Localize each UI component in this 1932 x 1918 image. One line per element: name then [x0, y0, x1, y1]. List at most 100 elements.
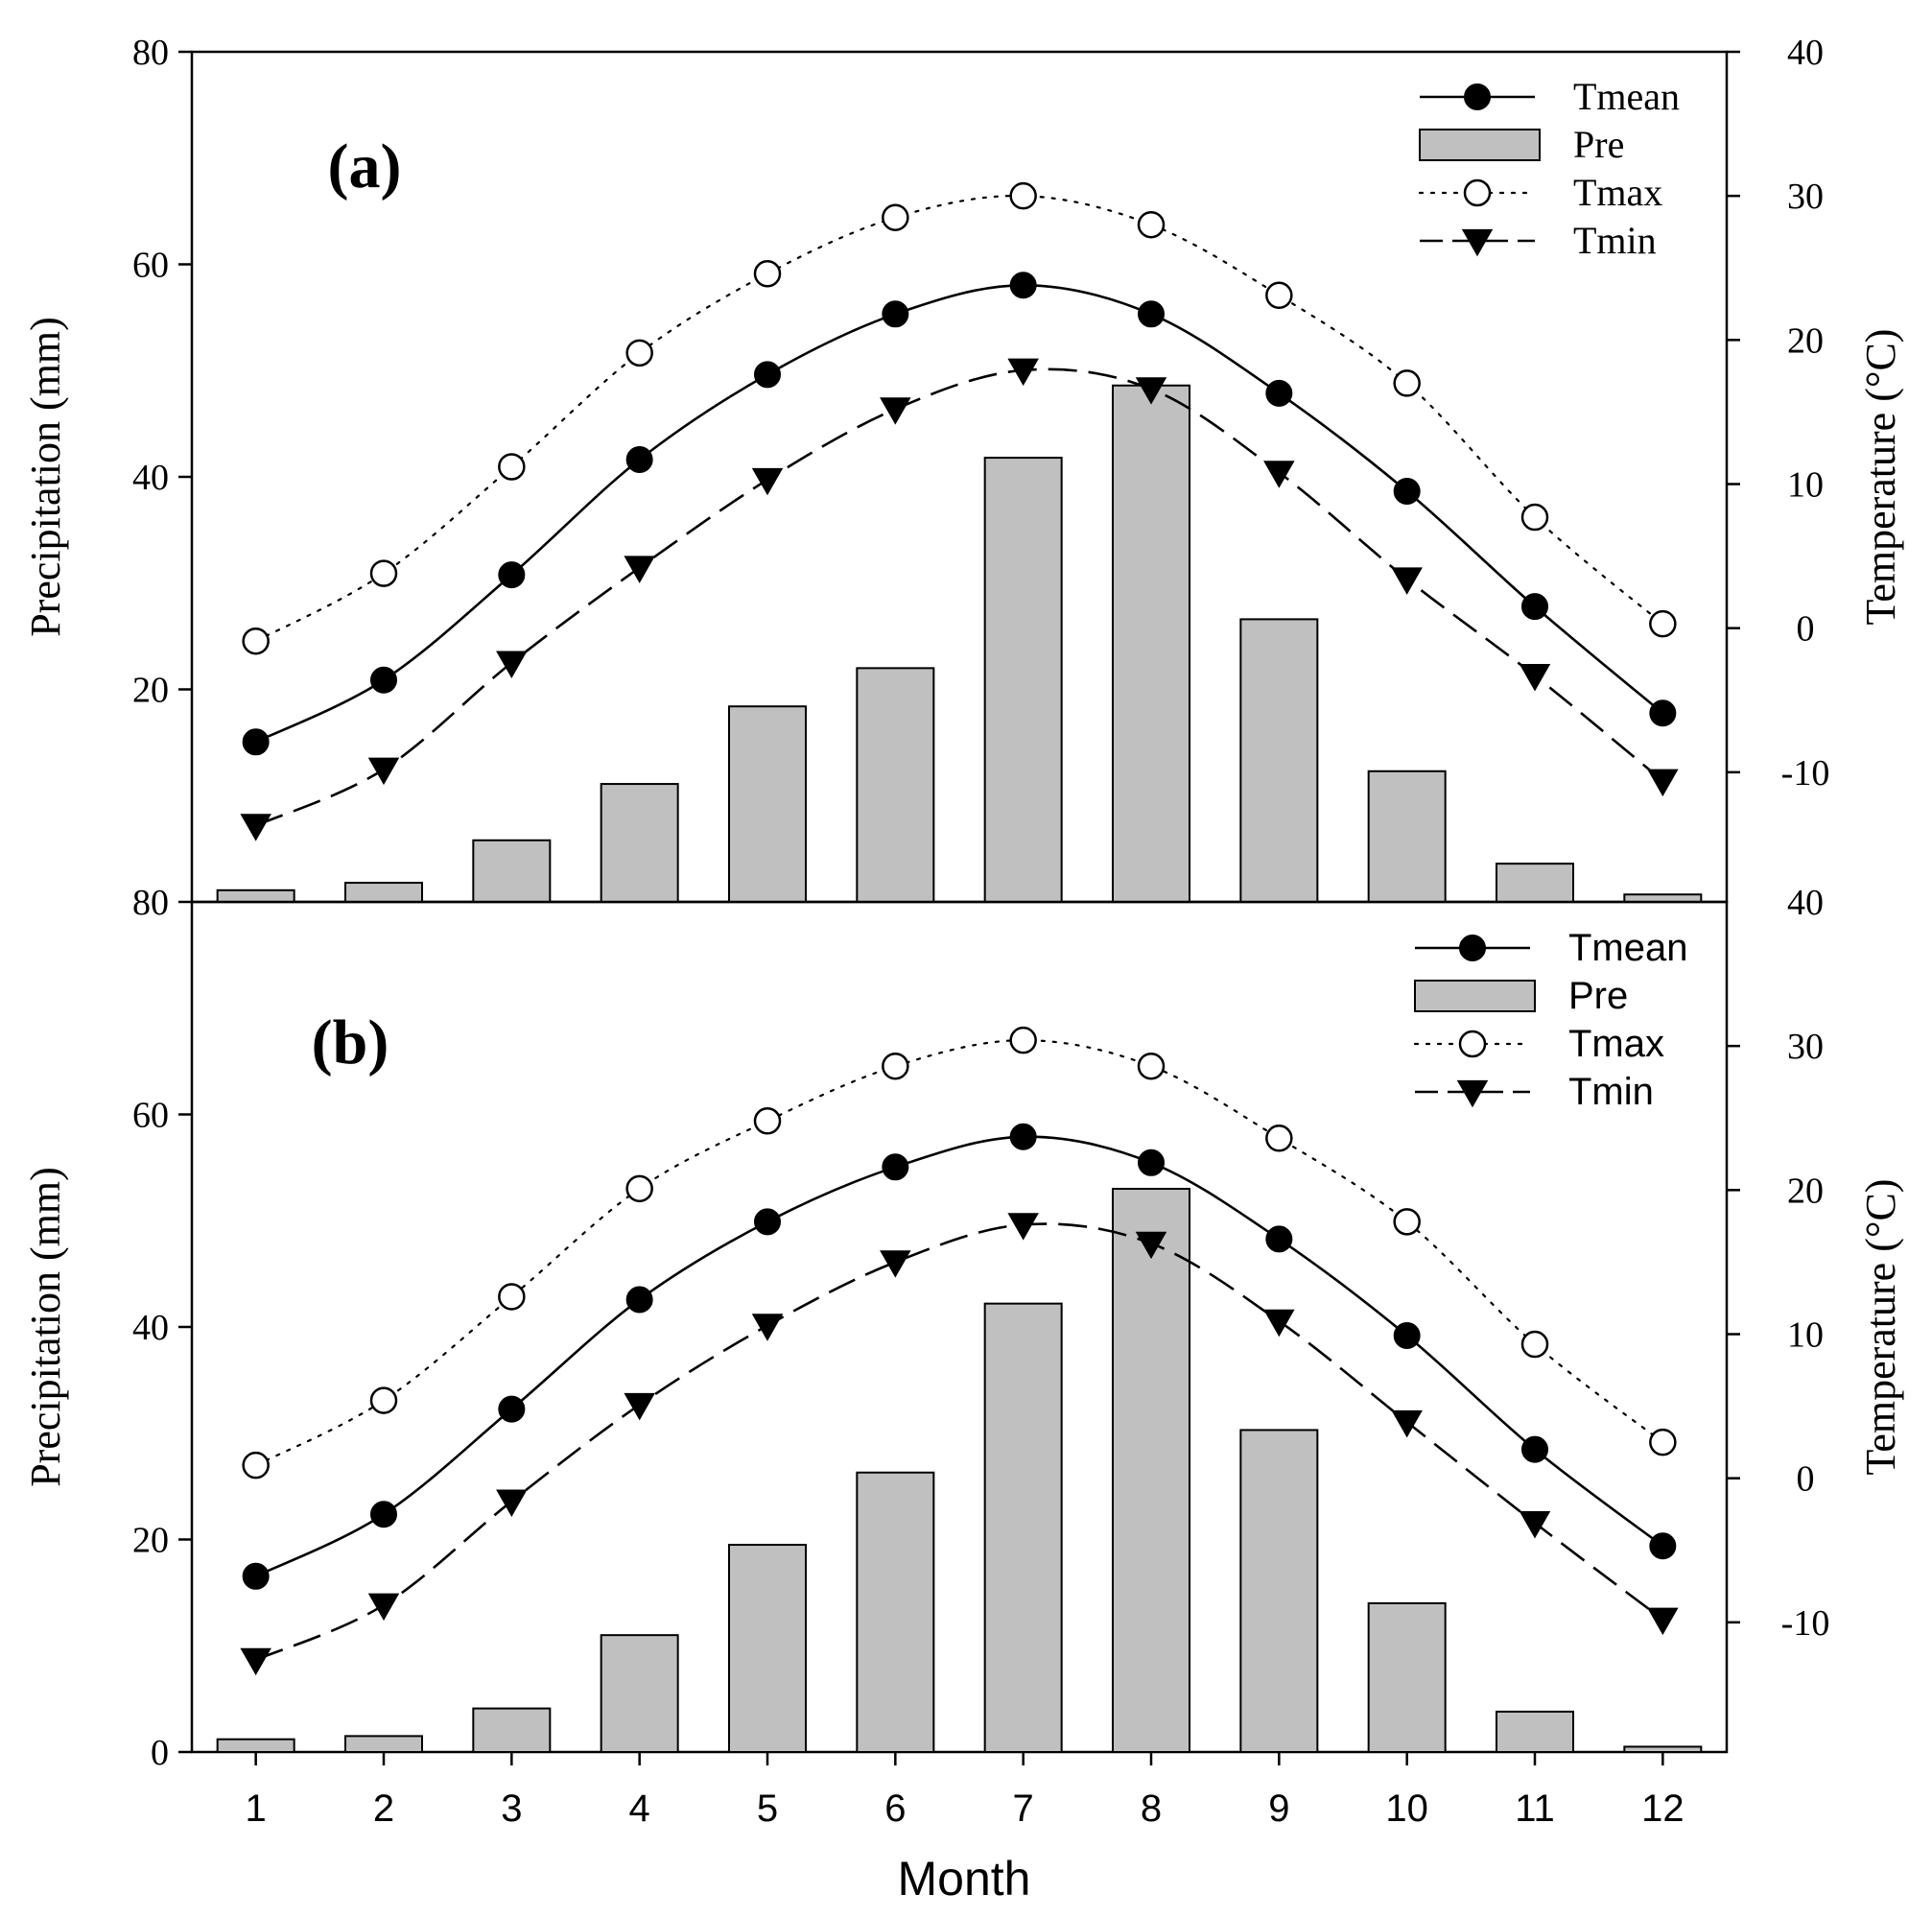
marker-tmax — [498, 1283, 526, 1311]
marker-tmean — [1649, 699, 1677, 727]
marker-tmax — [1520, 1330, 1549, 1359]
x-tick-label: 12 — [1641, 1788, 1685, 1830]
y-tick-label: 20 — [132, 1521, 169, 1561]
bar-pre — [1367, 1601, 1447, 1753]
marker-tmin — [1263, 1309, 1295, 1338]
marker-tmin — [240, 1647, 271, 1676]
marker-tmin — [240, 814, 271, 841]
bar-pre — [983, 1302, 1063, 1753]
marker-tmax — [1265, 281, 1293, 310]
legend-label-tmean: Tmean — [1568, 927, 1688, 969]
y-axis-title: Precipitation (mm) — [22, 1167, 69, 1487]
marker-tmean — [882, 1153, 909, 1181]
legend-marker-tmax — [1463, 178, 1492, 207]
y-axis-title: Precipitation (mm) — [22, 317, 69, 637]
marker-tmax — [1649, 1428, 1677, 1456]
marker-tmean — [882, 300, 909, 328]
marker-tmean — [370, 666, 397, 694]
marker-tmax — [882, 1052, 909, 1080]
line-series-tmax — [242, 1026, 1677, 1480]
marker-tmin — [880, 1250, 911, 1278]
legend: Tmean Pre Tmax Tmin — [1413, 927, 1688, 1113]
marker-tmin — [1135, 377, 1167, 405]
marker-tmean — [1521, 593, 1548, 621]
bar-pre — [472, 1707, 552, 1754]
marker-tmean — [1393, 1322, 1421, 1350]
panel-label: (a) — [328, 131, 402, 201]
marker-tmean — [625, 1286, 653, 1314]
x-tick-label: 8 — [1141, 1788, 1162, 1830]
line-tmean — [255, 1135, 1664, 1577]
bar-pre — [216, 888, 295, 904]
line-series-tmean — [242, 272, 1677, 756]
marker-tmax — [1137, 1052, 1166, 1080]
y2-tick-label: 40 — [1787, 33, 1824, 73]
legend-label-tmean: Tmean — [1573, 75, 1680, 118]
legend-label-tmax: Tmax — [1573, 171, 1662, 214]
y2-tick-label: 30 — [1787, 177, 1824, 217]
marker-tmean — [498, 1395, 526, 1423]
y2-tick-label: -10 — [1781, 753, 1830, 793]
marker-tmin — [1391, 1409, 1423, 1438]
x-tick-label: 9 — [1268, 1788, 1289, 1830]
y-tick-label: 20 — [132, 671, 169, 711]
bar-series-pre — [216, 384, 1703, 904]
x-tick-label: 6 — [884, 1788, 906, 1830]
x-tick-label: 3 — [501, 1788, 522, 1830]
marker-tmax — [1009, 181, 1037, 210]
bar-pre — [983, 457, 1063, 903]
bar-pre — [344, 882, 423, 904]
marker-tmin — [496, 1489, 528, 1517]
legend-marker-tmin — [1456, 1079, 1489, 1108]
panel-a: 80 20 40 60 80 -10 0 10 20 30 40 40 Precipitation (m… — [22, 33, 1904, 923]
y2-tick-label: 20 — [1787, 320, 1824, 361]
x-tick-label: 4 — [629, 1788, 650, 1830]
legend-marker-tmean — [1464, 83, 1491, 110]
y-tick-label: 60 — [132, 1096, 169, 1136]
marker-tmax — [1009, 1026, 1037, 1054]
legend-label-pre: Pre — [1573, 123, 1624, 166]
marker-tmin — [1519, 1511, 1551, 1539]
marker-tmean — [1138, 300, 1165, 328]
marker-tmax — [369, 559, 398, 587]
marker-tmean — [1393, 478, 1421, 506]
panel-b: 0 20 40 60 -10 0 10 20 30 Precipitation (mm) Tempe… — [22, 900, 1904, 1773]
y-tick-label: 80 — [132, 33, 169, 73]
bar-pre — [1367, 770, 1447, 904]
y2-tick-label: 30 — [1787, 1027, 1824, 1067]
legend: Tmean Pre Tmax Tmin — [1418, 75, 1680, 262]
legend-marker-tmax — [1458, 1030, 1487, 1058]
line-tmean — [255, 283, 1664, 744]
marker-tmin — [496, 651, 528, 678]
y2-tick-label: -10 — [1781, 1603, 1830, 1644]
marker-tmean — [754, 1208, 781, 1236]
marker-tmax — [242, 1451, 270, 1480]
x-tick-label: 10 — [1385, 1788, 1428, 1830]
marker-tmin — [1007, 1213, 1039, 1241]
bar-pre — [600, 1634, 679, 1754]
x-axis: 1 2 3 4 5 6 7 8 9 10 11 12 — [246, 1752, 1685, 1830]
x-tick-label: 7 — [1013, 1788, 1034, 1830]
bar-pre — [1112, 384, 1190, 903]
line-series-tmin — [240, 1213, 1679, 1676]
x-tick-label: 2 — [373, 1788, 394, 1830]
legend-marker-tmin — [1461, 228, 1494, 257]
marker-tmax — [242, 627, 270, 655]
line-series-tmean — [242, 1123, 1677, 1590]
marker-tmean — [1649, 1532, 1677, 1560]
marker-tmin — [751, 467, 784, 496]
x-axis-title: Month — [898, 1852, 1031, 1906]
x-tick-label: 11 — [1515, 1788, 1555, 1830]
bar-pre — [1112, 1188, 1190, 1753]
marker-tmin — [1647, 1607, 1679, 1636]
y2-axis-title: Temperature (°C) — [1857, 329, 1904, 626]
bar-pre — [1623, 1745, 1703, 1754]
marker-tmin — [751, 1314, 784, 1341]
bar-pre — [216, 1738, 295, 1753]
y-tick-label: 40 — [132, 1308, 169, 1348]
marker-tmin — [880, 397, 911, 425]
marker-tmax — [498, 453, 526, 481]
marker-tmean — [1138, 1148, 1165, 1176]
